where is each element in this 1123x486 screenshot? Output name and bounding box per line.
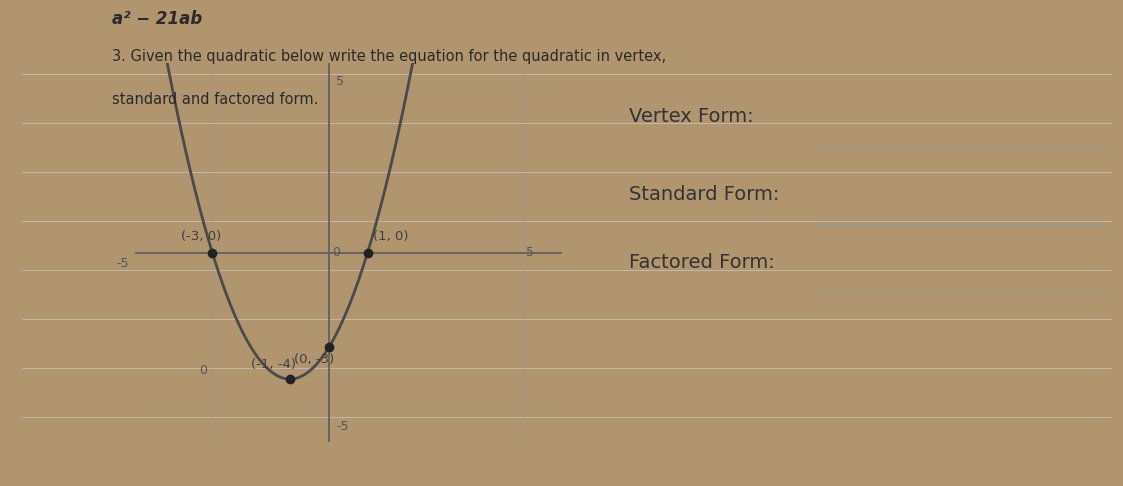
Text: a² − 21ab: a² − 21ab xyxy=(112,10,202,28)
Text: (0, -3): (0, -3) xyxy=(294,353,334,366)
Text: (-1, -4): (-1, -4) xyxy=(252,358,296,371)
Text: 5: 5 xyxy=(527,246,535,260)
Text: -5: -5 xyxy=(337,420,349,433)
Text: Factored Form:: Factored Form: xyxy=(629,253,775,272)
Text: (1, 0): (1, 0) xyxy=(373,230,409,243)
Text: Standard Form:: Standard Form: xyxy=(629,185,779,204)
Text: 0: 0 xyxy=(199,364,207,377)
Text: (-3, 0): (-3, 0) xyxy=(181,230,221,243)
Text: 0: 0 xyxy=(332,246,340,260)
Text: 5: 5 xyxy=(337,75,345,88)
Text: Vertex Form:: Vertex Form: xyxy=(629,107,754,126)
Text: -5: -5 xyxy=(117,258,129,270)
Text: 3. Given the quadratic below write the equation for the quadratic in vertex,: 3. Given the quadratic below write the e… xyxy=(112,49,666,64)
Text: standard and factored form.: standard and factored form. xyxy=(112,92,319,107)
